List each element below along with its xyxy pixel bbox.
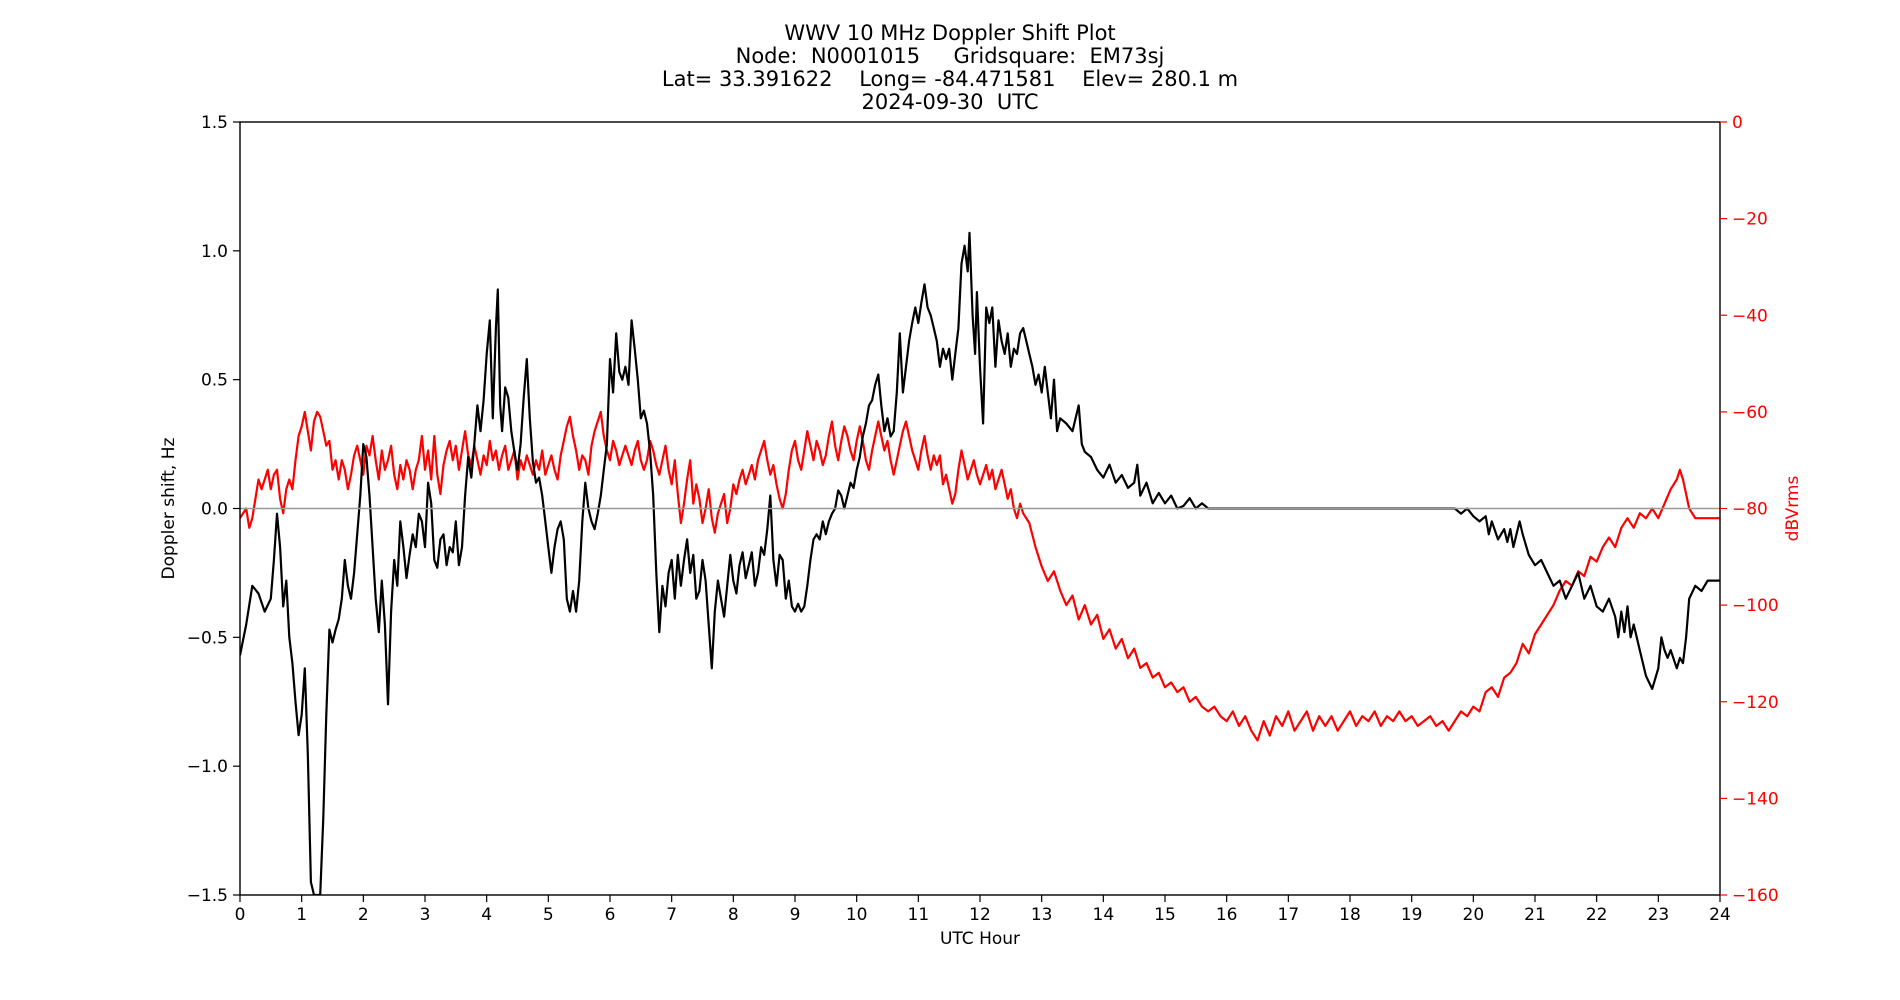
title-line-1: WWV 10 MHz Doppler Shift Plot [784, 21, 1116, 45]
x-tick-label: 7 [666, 905, 677, 925]
x-tick-label: 12 [969, 905, 991, 925]
x-tick-label: 2 [358, 905, 369, 925]
x-tick-label: 14 [1093, 905, 1115, 925]
x-tick-label: 13 [1031, 905, 1053, 925]
x-tick-label: 19 [1401, 905, 1423, 925]
x-tick-label: 17 [1278, 905, 1300, 925]
y-left-tick-label: 0.0 [201, 500, 228, 520]
series-layer [240, 231, 1720, 895]
x-tick-label: 5 [543, 905, 554, 925]
chart-title: WWV 10 MHz Doppler Shift Plot Node: N000… [0, 22, 1900, 114]
x-tick-label: 1 [296, 905, 307, 925]
x-tick-label: 11 [908, 905, 930, 925]
y-left-tick-label: 1.5 [201, 113, 228, 133]
x-axis: 0 1 2 3 4 5 6 7 8 9 10 11 12 13 14 15 16 17 18 19 20 21 22 23 24 [235, 895, 1731, 925]
x-tick-label: 23 [1648, 905, 1670, 925]
y-right-tick-label: −140 [1732, 789, 1779, 809]
title-line-2: Node: N0001015 Gridsquare: EM73sj [735, 44, 1165, 68]
y-axis-right: 0 −20 −40 −60 −80 −100 −120 −140 −160 [1720, 113, 1779, 906]
title-line-3: Lat= 33.391622 Long= -84.471581 Elev= 28… [661, 67, 1239, 91]
x-tick-label: 6 [605, 905, 616, 925]
y-axis-left: −1.5 −1.0 −0.5 0.0 0.5 1.0 1.5 [187, 113, 240, 906]
x-axis-label: UTC Hour [940, 929, 1020, 949]
x-tick-label: 21 [1524, 905, 1546, 925]
x-tick-label: 3 [420, 905, 431, 925]
y-left-tick-label: −0.5 [187, 628, 228, 648]
x-tick-label: 20 [1463, 905, 1485, 925]
y-right-tick-label: −100 [1732, 596, 1779, 616]
y-left-tick-label: 0.5 [201, 371, 228, 391]
x-tick-label: 15 [1154, 905, 1176, 925]
y-axis-left-label: Doppler shift, Hz [159, 437, 179, 579]
y-right-tick-label: −20 [1732, 210, 1768, 230]
y-left-tick-label: −1.5 [187, 886, 228, 906]
y-left-tick-label: −1.0 [187, 757, 228, 777]
y-right-tick-label: −120 [1732, 693, 1779, 713]
x-tick-label: 4 [481, 905, 492, 925]
y-right-tick-label: 0 [1732, 113, 1743, 133]
x-tick-label: 18 [1339, 905, 1361, 925]
x-tick-label: 0 [235, 905, 246, 925]
title-line-4: 2024-09-30 UTC [861, 90, 1039, 114]
y-right-tick-label: −60 [1732, 403, 1768, 423]
y-left-tick-label: 1.0 [201, 242, 228, 262]
signal-level-line [240, 410, 1720, 742]
x-tick-label: 10 [846, 905, 868, 925]
x-tick-label: 8 [728, 905, 739, 925]
x-tick-label: 9 [790, 905, 801, 925]
x-tick-label: 24 [1709, 905, 1731, 925]
x-tick-label: 22 [1586, 905, 1608, 925]
y-axis-right-label: dBVrms [1783, 476, 1803, 542]
y-right-tick-label: −40 [1732, 306, 1768, 326]
doppler-shift-line [240, 231, 1720, 895]
x-tick-label: 16 [1216, 905, 1238, 925]
y-right-tick-label: −160 [1732, 886, 1779, 906]
y-right-tick-label: −80 [1732, 500, 1768, 520]
